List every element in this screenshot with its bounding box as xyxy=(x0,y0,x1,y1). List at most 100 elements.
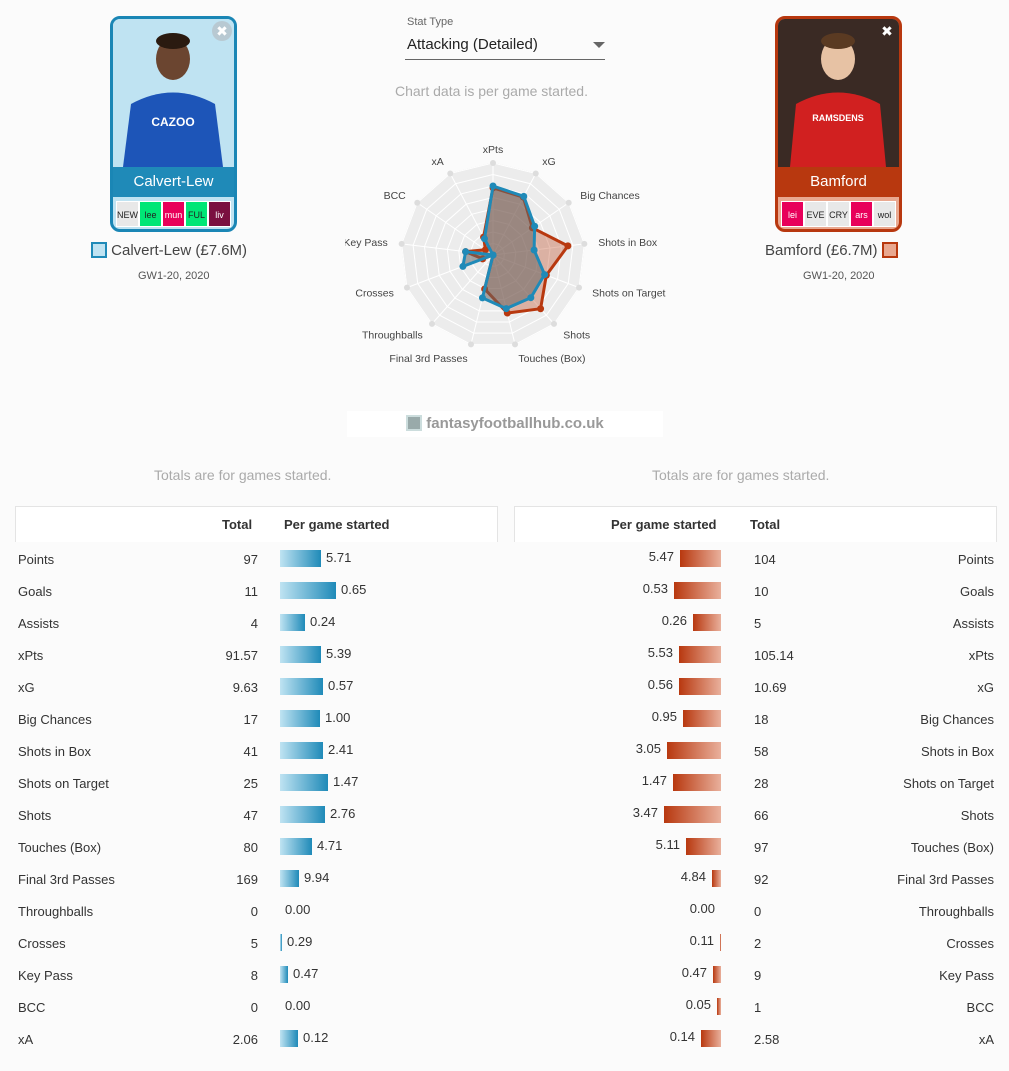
stat-bar xyxy=(664,806,721,823)
stat-label: Big Chances xyxy=(18,712,92,727)
radar-axis-label: Shots on Target xyxy=(592,288,665,300)
stat-label: Touches (Box) xyxy=(910,840,994,855)
radar-axis-label: Shots in Box xyxy=(598,237,658,249)
stat-total: 0 xyxy=(250,904,258,919)
stat-label: Points xyxy=(957,552,994,567)
radar-axis-end xyxy=(576,284,583,291)
stat-label: Assists xyxy=(952,616,994,631)
radar-point xyxy=(489,182,497,190)
radar-series-0 xyxy=(460,184,547,311)
stat-label: Points xyxy=(18,552,55,567)
stat-per-game: 0.29 xyxy=(287,934,313,949)
table-row: BCC 0 0.00 xyxy=(15,992,505,1024)
stat-label: Shots on Target xyxy=(18,776,109,791)
stat-total: 80 xyxy=(243,840,258,855)
player-name-right: Bamford xyxy=(778,167,899,197)
radar-axis-end xyxy=(428,320,435,327)
stat-bar xyxy=(693,614,721,631)
radar-point xyxy=(530,246,538,254)
stat-label: xA xyxy=(978,1032,994,1047)
stat-total: 66 xyxy=(754,808,769,823)
header-total-right: Total xyxy=(750,517,781,532)
radar-point xyxy=(480,235,488,243)
radar-point xyxy=(537,305,545,313)
stat-label: Shots xyxy=(960,808,994,823)
fixture-badge: lee xyxy=(139,201,162,227)
table-row: 5.11 97 Touches (Box) xyxy=(514,832,1004,864)
stat-total: 97 xyxy=(243,552,258,567)
stat-bar xyxy=(280,1030,298,1047)
stat-label: Goals xyxy=(18,584,52,599)
stat-label: Crosses xyxy=(18,936,66,951)
radar-axis-label: xA xyxy=(431,156,443,168)
stat-total: 25 xyxy=(243,776,258,791)
table-row: Throughballs 0 0.00 xyxy=(15,896,505,928)
stat-label: xG xyxy=(977,680,994,695)
fixture-badge: liv xyxy=(208,201,231,227)
stat-total: 2.06 xyxy=(232,1032,258,1047)
header-total-left: Total xyxy=(222,517,253,532)
player-card-left[interactable]: CAZOO ✖ Calvert-Lew NEW lee mun FUL liv xyxy=(110,16,237,232)
stat-label: Crosses xyxy=(946,936,994,951)
stat-total: 92 xyxy=(754,872,769,887)
table-row: 0.53 10 Goals xyxy=(514,576,1004,608)
stat-per-game: 2.41 xyxy=(328,742,354,757)
stat-bar xyxy=(712,870,721,887)
stat-label: Shots on Target xyxy=(903,776,994,791)
stat-per-game: 2.76 xyxy=(330,806,356,821)
stat-label: BCC xyxy=(18,1000,46,1015)
totals-note-left: Totals are for games started. xyxy=(154,467,332,483)
table-row: Big Chances 17 1.00 xyxy=(15,704,505,736)
radar-axis-end xyxy=(490,160,496,166)
stat-total: 41 xyxy=(243,744,258,759)
stat-total: 11 xyxy=(244,584,259,599)
stat-bar xyxy=(667,742,721,759)
close-icon[interactable]: ✖ xyxy=(212,21,232,41)
stat-bar xyxy=(280,774,328,791)
table-row: 0.26 5 Assists xyxy=(514,608,1004,640)
radar-axis-end xyxy=(565,199,572,206)
radar-axis-label: Throughballs xyxy=(362,329,423,341)
stat-per-game: 0.47 xyxy=(293,966,319,981)
table-row: Points 97 5.71 xyxy=(15,544,505,576)
watermark: fantasyfootballhub.co.uk xyxy=(347,411,663,437)
stat-total: 9.63 xyxy=(232,680,258,695)
table-row: 5.47 104 Points xyxy=(514,544,1004,576)
table-row: 4.84 92 Final 3rd Passes xyxy=(514,864,1004,896)
player-price-right: Bamford (£6.7M) xyxy=(765,242,878,259)
player-price-left: Calvert-Lew (£7.6M) xyxy=(111,242,248,259)
player-card-right[interactable]: RAMSDENS ✖ Bamford lei EVE CRY ars wol xyxy=(775,16,902,232)
stat-total: 5 xyxy=(250,936,258,951)
stat-per-game: 5.47 xyxy=(648,549,674,564)
table-row: 0.95 18 Big Chances xyxy=(514,704,1004,736)
player-label-right: Bamford (£6.7M) xyxy=(765,242,898,259)
player-photo-left: CAZOO xyxy=(113,19,234,167)
table-row: 3.47 66 Shots xyxy=(514,800,1004,832)
site-logo-icon xyxy=(406,415,423,431)
close-icon[interactable]: ✖ xyxy=(881,23,893,39)
table-row: xA 2.06 0.12 xyxy=(15,1024,505,1056)
stat-per-game: 4.84 xyxy=(680,869,706,884)
stat-per-game: 3.05 xyxy=(635,741,661,756)
stat-bar xyxy=(280,646,321,663)
stat-per-game: 0.57 xyxy=(328,678,354,693)
radar-axis-end xyxy=(551,320,558,327)
fixture-badge: ars xyxy=(850,201,873,227)
stat-total: 1 xyxy=(754,1000,762,1015)
stat-type-select[interactable]: Attacking (Detailed) xyxy=(405,34,605,60)
stat-per-game: 9.94 xyxy=(304,870,330,885)
stat-total: 10 xyxy=(754,584,769,599)
radar-point xyxy=(520,192,528,200)
table-row: Assists 4 0.24 xyxy=(15,608,505,640)
fixture-badge: NEW xyxy=(116,201,139,227)
fixture-badge: mun xyxy=(162,201,185,227)
radar-axis-end xyxy=(403,284,410,291)
stat-per-game: 5.53 xyxy=(647,645,673,660)
stat-bar xyxy=(280,838,312,855)
stat-bar xyxy=(280,550,321,567)
stat-label: Shots in Box xyxy=(921,744,994,759)
radar-axis-label: BCC xyxy=(384,190,407,202)
radar-axis-label: Shots xyxy=(563,329,590,341)
table-row: Shots 47 2.76 xyxy=(15,800,505,832)
